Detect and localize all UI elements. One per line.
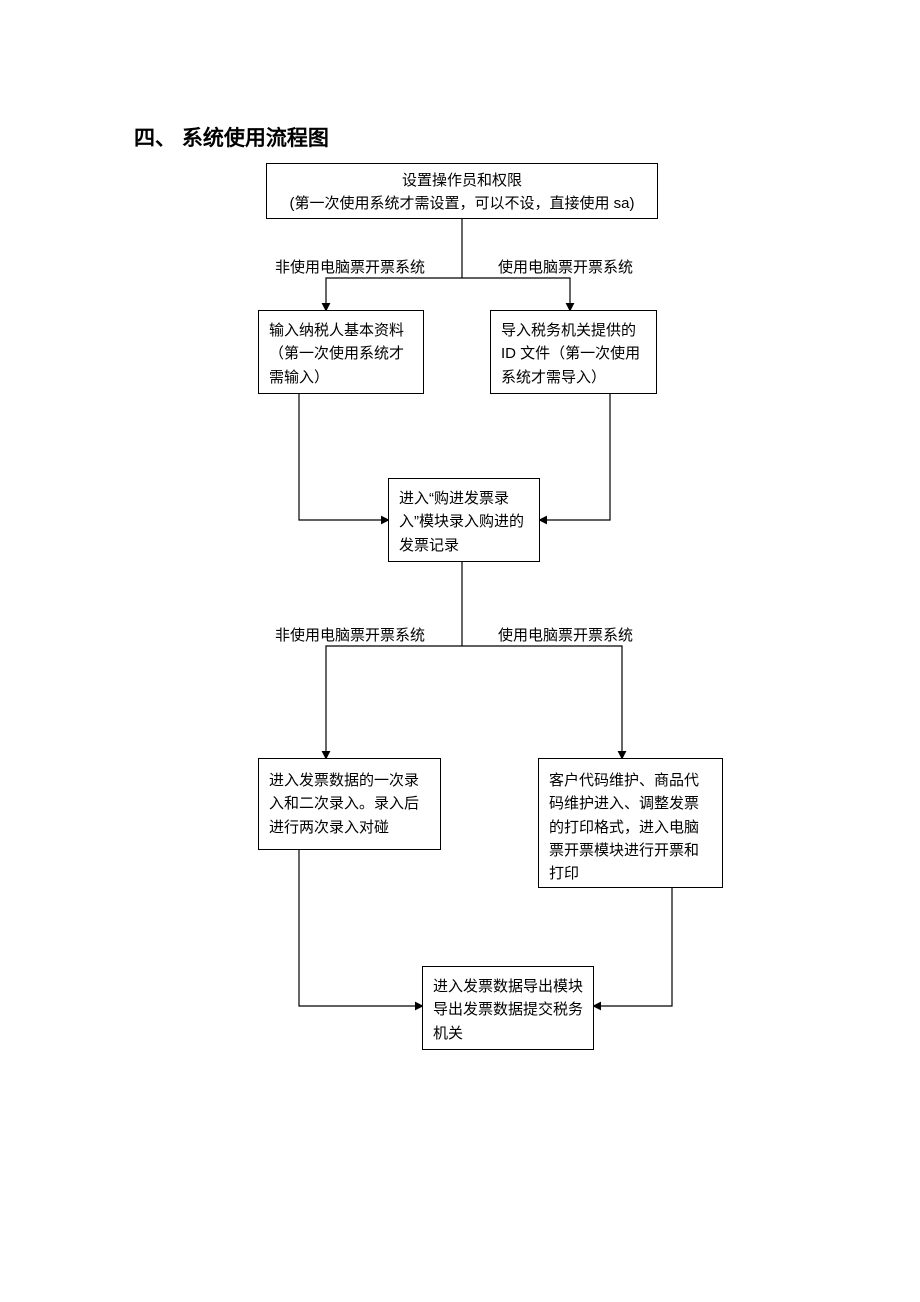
- flowchart-edge-e2: [326, 278, 462, 310]
- flowchart-node-n1: 设置操作员和权限(第一次使用系统才需设置，可以不设，直接使用 sa): [266, 163, 658, 219]
- flowchart-edge-label-l2: 使用电脑票开票系统: [498, 256, 633, 277]
- flowchart-edge-label-l3: 非使用电脑票开票系统: [275, 624, 425, 645]
- flowchart-edge-e7: [326, 646, 462, 758]
- flowchart-node-n2: 输入纳税人基本资料（第一次使用系统才需输入）: [258, 310, 424, 394]
- flowchart-node-n7: 进入发票数据导出模块导出发票数据提交税务机关: [422, 966, 594, 1050]
- flowchart-edge-label-l1: 非使用电脑票开票系统: [275, 256, 425, 277]
- flowchart-node-n3: 导入税务机关提供的 ID 文件（第一次使用系统才需导入）: [490, 310, 657, 394]
- flowchart-edge-e9: [299, 850, 422, 1006]
- flowchart-node-n5: 进入发票数据的一次录入和二次录入。录入后进行两次录入对碰: [258, 758, 441, 850]
- flowchart-edge-e5: [540, 394, 610, 520]
- flowchart-edge-e3: [462, 278, 570, 310]
- flowchart-node-n4: 进入“购进发票录入”模块录入购进的发票记录: [388, 478, 540, 562]
- page: 四、 系统使用流程图 设置操作员和权限(第一次使用系统才需设置，可以不设，直接使…: [0, 0, 920, 1302]
- flowchart-edge-e10: [594, 888, 672, 1006]
- page-title: 四、 系统使用流程图: [134, 122, 329, 152]
- flowchart-edge-e8: [462, 646, 622, 758]
- flowchart-edge-e4: [299, 394, 388, 520]
- flowchart-edge-label-l4: 使用电脑票开票系统: [498, 624, 633, 645]
- flowchart-node-n6: 客户代码维护、商品代码维护进入、调整发票的打印格式，进入电脑票开票模块进行开票和…: [538, 758, 723, 888]
